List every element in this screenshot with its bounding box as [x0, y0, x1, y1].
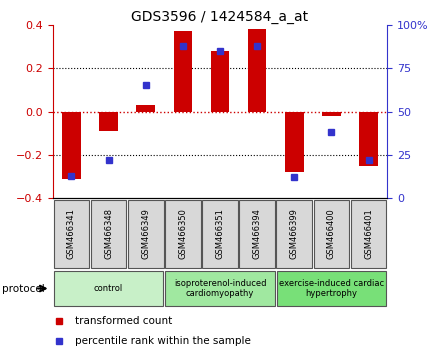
- Bar: [351, 200, 386, 268]
- Bar: [165, 200, 201, 268]
- Text: control: control: [94, 284, 123, 293]
- Text: GSM466400: GSM466400: [327, 208, 336, 259]
- Bar: [91, 200, 126, 268]
- Text: GSM466349: GSM466349: [141, 208, 150, 259]
- Bar: [359, 112, 378, 166]
- Bar: [99, 112, 118, 131]
- Text: GSM466394: GSM466394: [253, 208, 262, 259]
- Title: GDS3596 / 1424584_a_at: GDS3596 / 1424584_a_at: [132, 10, 308, 24]
- Text: exercise-induced cardiac
hypertrophy: exercise-induced cardiac hypertrophy: [279, 279, 384, 298]
- Text: GSM466348: GSM466348: [104, 208, 113, 259]
- Text: GSM466350: GSM466350: [178, 208, 187, 259]
- Bar: [285, 112, 304, 172]
- Bar: [322, 112, 341, 116]
- Bar: [248, 29, 267, 112]
- Text: GSM466399: GSM466399: [290, 208, 299, 259]
- Bar: [202, 200, 238, 268]
- Bar: [128, 200, 164, 268]
- Bar: [136, 105, 155, 112]
- Bar: [314, 200, 349, 268]
- Text: protocol: protocol: [2, 284, 45, 293]
- Text: GSM466341: GSM466341: [67, 208, 76, 259]
- Bar: [277, 270, 386, 307]
- Text: transformed count: transformed count: [74, 316, 172, 326]
- Text: percentile rank within the sample: percentile rank within the sample: [74, 336, 250, 346]
- Bar: [276, 200, 312, 268]
- Bar: [211, 51, 229, 112]
- Bar: [62, 112, 81, 179]
- Text: GSM466351: GSM466351: [216, 208, 224, 259]
- Bar: [54, 270, 163, 307]
- Bar: [54, 200, 89, 268]
- Bar: [173, 31, 192, 112]
- Bar: [239, 200, 275, 268]
- Text: isoproterenol-induced
cardiomyopathy: isoproterenol-induced cardiomyopathy: [174, 279, 266, 298]
- Bar: [165, 270, 275, 307]
- Text: GSM466401: GSM466401: [364, 208, 373, 259]
